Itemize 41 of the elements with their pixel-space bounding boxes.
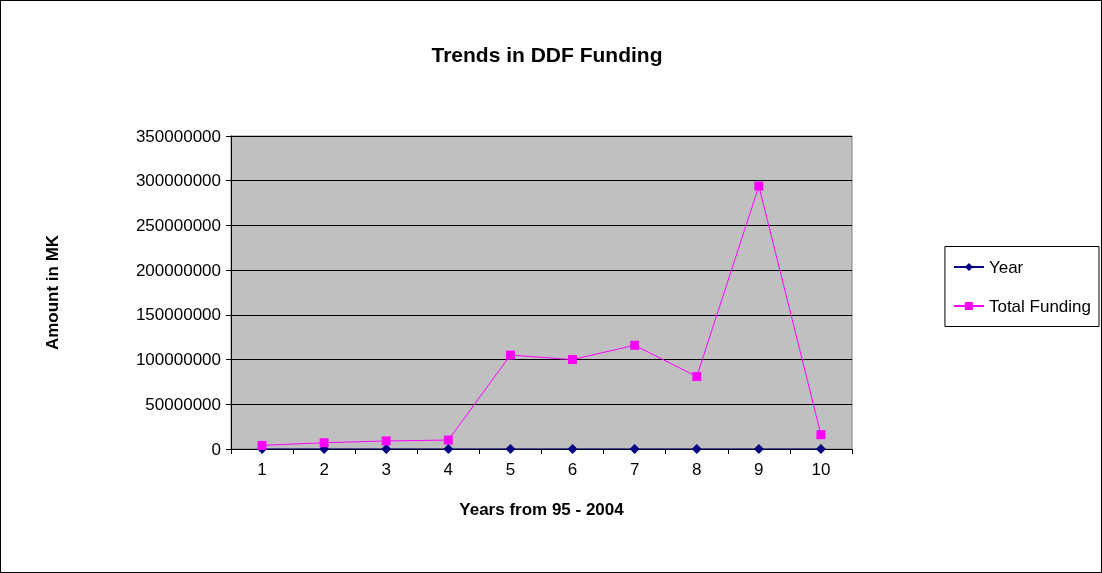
point bbox=[691, 444, 702, 454]
point bbox=[568, 355, 578, 365]
point bbox=[505, 350, 515, 360]
x-tick-label: 1 bbox=[257, 460, 267, 479]
point bbox=[257, 440, 267, 450]
point bbox=[381, 436, 391, 446]
point bbox=[754, 181, 764, 191]
x-tick-label: 7 bbox=[629, 460, 640, 479]
x-tick-label: 9 bbox=[754, 460, 764, 479]
x-tick-label: 3 bbox=[381, 460, 391, 479]
x-tick-label: 10 bbox=[811, 460, 831, 479]
y-tick-label: 200000000 bbox=[135, 260, 221, 280]
point bbox=[319, 438, 329, 448]
point bbox=[692, 372, 702, 382]
x-tick-label: 5 bbox=[505, 460, 516, 479]
y-tick-label: 100000000 bbox=[135, 350, 221, 370]
x-axis-title: Years from 95 - 2004 bbox=[459, 500, 625, 519]
x-tick-label: 8 bbox=[692, 460, 702, 479]
chart-title: Trends in DDF Funding bbox=[431, 43, 663, 66]
point bbox=[753, 444, 764, 454]
point bbox=[629, 444, 640, 454]
y-axis-title: Amount in MK bbox=[43, 234, 62, 351]
point bbox=[505, 444, 516, 454]
x-tick-label: 6 bbox=[567, 460, 578, 479]
y-tick-label: 150000000 bbox=[135, 305, 221, 325]
x-tick-label: 4 bbox=[443, 460, 454, 479]
point bbox=[630, 340, 640, 350]
y-tick-label: 0 bbox=[211, 439, 221, 459]
point bbox=[443, 435, 453, 445]
y-tick-label: 50000000 bbox=[145, 394, 221, 414]
legend-label: Year bbox=[988, 257, 1024, 277]
point bbox=[816, 430, 826, 440]
x-tick-label: 2 bbox=[319, 460, 329, 479]
point bbox=[815, 444, 826, 454]
y-tick-label: 250000000 bbox=[135, 215, 221, 235]
legend-label: Total Funding bbox=[988, 296, 1092, 316]
point bbox=[443, 444, 454, 454]
point bbox=[567, 444, 578, 454]
y-tick-label: 300000000 bbox=[135, 171, 221, 191]
y-tick-label: 350000000 bbox=[135, 126, 221, 146]
point bbox=[381, 444, 392, 454]
